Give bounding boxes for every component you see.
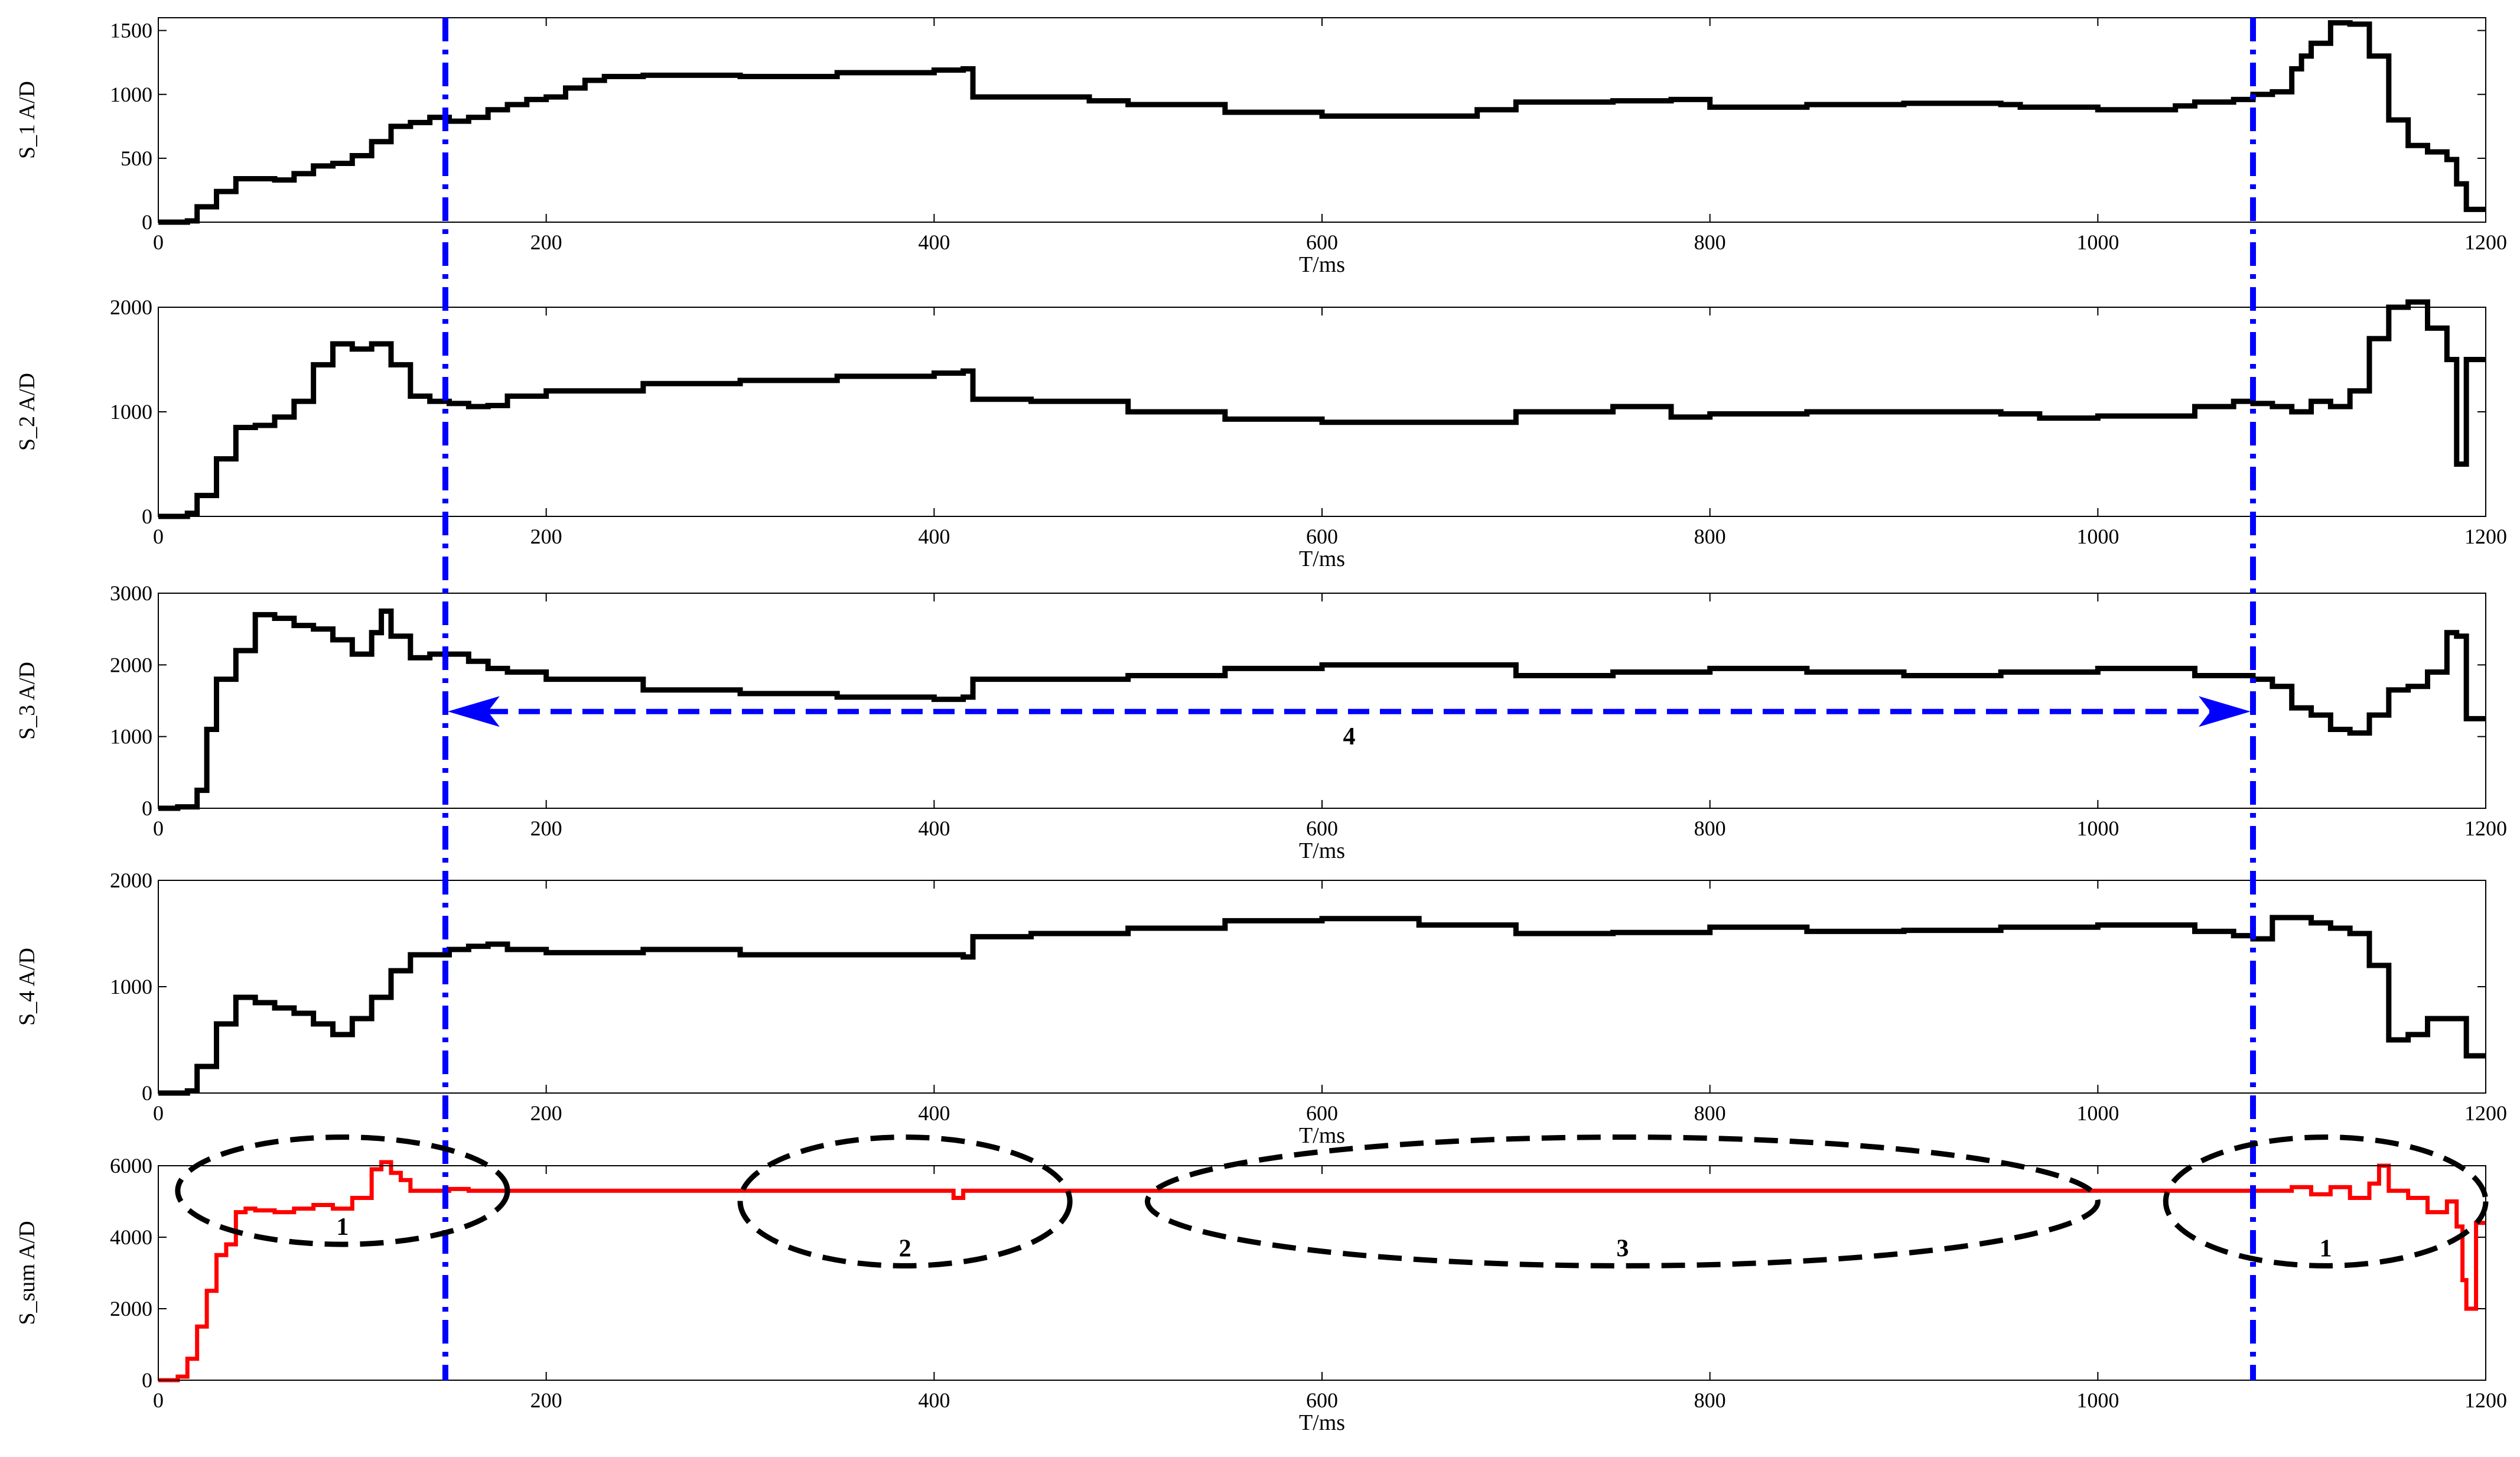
axes-box bbox=[158, 880, 2486, 1094]
arrow-head-right bbox=[2199, 696, 2251, 727]
ellipse-4 bbox=[2163, 1134, 2489, 1269]
x-tick-label: 800 bbox=[1694, 230, 1726, 254]
panel-4: 0 200 400 600 800 1000 1200 0 1000 2000 T/ms S_4 A/… bbox=[15, 869, 2507, 1148]
axes-box bbox=[158, 307, 2486, 517]
x-tick-label: 600 bbox=[1306, 525, 1338, 548]
marker-lines bbox=[442, 18, 2256, 1380]
x-tick-label: 200 bbox=[530, 817, 562, 840]
x-tick-label: 1200 bbox=[2464, 230, 2507, 254]
y-tick-label: 2000 bbox=[110, 869, 152, 892]
x-tick-label: 1000 bbox=[2076, 1388, 2119, 1412]
y-tick-label: 6000 bbox=[110, 1154, 152, 1178]
x-axis-label: T/ms bbox=[1299, 1123, 1345, 1148]
x-tick-label: 1000 bbox=[2076, 525, 2119, 548]
panel-5: 0 200 400 600 800 1000 1200 0 2000 4000 6000 T/ms S_… bbox=[15, 1154, 2507, 1435]
x-tick-label: 400 bbox=[918, 525, 950, 548]
annotations: 4 1 2 3 1 bbox=[175, 696, 2489, 1269]
y-axis-label: S_3 A/D bbox=[15, 662, 40, 740]
y-tick-label: 4000 bbox=[110, 1225, 152, 1249]
x-tick-label: 600 bbox=[1306, 1388, 1338, 1412]
x-tick-label: 1000 bbox=[2076, 230, 2119, 254]
x-tick-label: 200 bbox=[530, 1101, 562, 1125]
series-line-1 bbox=[158, 608, 2486, 811]
ellipse-1 bbox=[175, 1134, 510, 1247]
x-tick-label: 800 bbox=[1694, 1388, 1726, 1412]
ellipse-label-4: 1 bbox=[2320, 1235, 2332, 1262]
y-tick-label: 0 bbox=[142, 1368, 152, 1392]
ellipse-label-2: 2 bbox=[899, 1235, 911, 1262]
y-tick-label: 1500 bbox=[110, 19, 152, 43]
y-axis-label: S_4 A/D bbox=[15, 948, 40, 1026]
x-tick-label: 400 bbox=[918, 1388, 950, 1412]
ellipse-label-3: 3 bbox=[1616, 1235, 1629, 1262]
x-axis-label: T/ms bbox=[1299, 547, 1345, 571]
x-axis-label: T/ms bbox=[1299, 252, 1345, 277]
x-tick-label: 0 bbox=[153, 1101, 164, 1125]
y-tick-label: 2000 bbox=[110, 1297, 152, 1321]
y-axis-label: S_sum A/D bbox=[15, 1221, 40, 1325]
y-axis-label: S_1 A/D bbox=[15, 81, 40, 159]
x-tick-label: 200 bbox=[530, 525, 562, 548]
x-tick-label: 600 bbox=[1306, 230, 1338, 254]
y-tick-label: 500 bbox=[121, 147, 152, 170]
x-tick-label: 1200 bbox=[2464, 1101, 2507, 1125]
x-tick-label: 1000 bbox=[2076, 1101, 2119, 1125]
y-tick-label: 1000 bbox=[110, 725, 152, 749]
panels: 0 200 400 600 800 1000 1200050010001500T/msS_1… bbox=[15, 17, 2507, 1435]
axes-box bbox=[158, 593, 2486, 809]
x-tick-label: 0 bbox=[153, 1388, 164, 1412]
panel-1: 0 200 400 600 800 1000 1200 0 500 1000 1500 T/ms S_1… bbox=[15, 17, 2507, 277]
x-tick-label: 200 bbox=[530, 230, 562, 254]
y-tick-label: 0 bbox=[142, 796, 152, 820]
y-tick-label: 1000 bbox=[110, 400, 152, 424]
ellipse-label-1: 1 bbox=[336, 1214, 349, 1241]
x-tick-label: 800 bbox=[1694, 817, 1726, 840]
ellipse-2 bbox=[737, 1134, 1073, 1269]
ellipse-3 bbox=[1145, 1134, 2101, 1269]
x-tick-label: 1200 bbox=[2464, 1388, 2507, 1412]
y-axis-label: S_2 A/D bbox=[15, 373, 40, 451]
x-tick-label: 400 bbox=[918, 1101, 950, 1125]
x-tick-label: 800 bbox=[1694, 1101, 1726, 1125]
x-tick-label: 1200 bbox=[2464, 817, 2507, 840]
axes-box bbox=[158, 17, 2486, 223]
arrow-label: 4 bbox=[1343, 723, 1355, 750]
x-tick-label: 200 bbox=[530, 1388, 562, 1412]
x-tick-label: 600 bbox=[1306, 817, 1338, 840]
panel-2: 0 200 400 600 800 1000 1200 0 1000 2000 T/ms S_2 A/… bbox=[15, 295, 2507, 571]
x-tick-label: 1200 bbox=[2464, 525, 2507, 548]
series-line-1 bbox=[158, 299, 2486, 519]
arrow-head-left bbox=[447, 696, 500, 727]
y-tick-label: 1000 bbox=[110, 83, 152, 106]
x-axis-label: T/ms bbox=[1299, 1410, 1345, 1435]
x-tick-label: 1000 bbox=[2076, 817, 2119, 840]
y-tick-label: 2000 bbox=[110, 295, 152, 319]
panel-3: 0 200 400 600 800 1000 1200 0 1000 2000 3000 T/ms S_… bbox=[15, 581, 2507, 863]
y-tick-label: 0 bbox=[142, 1081, 152, 1105]
y-tick-label: 2000 bbox=[110, 653, 152, 677]
y-tick-label: 3000 bbox=[110, 581, 152, 605]
x-tick-label: 400 bbox=[918, 817, 950, 840]
x-axis-label: T/ms bbox=[1299, 838, 1345, 863]
series-line-1 bbox=[158, 20, 2486, 225]
x-tick-label: 600 bbox=[1306, 1101, 1338, 1125]
y-tick-label: 0 bbox=[142, 505, 152, 528]
x-tick-label: 800 bbox=[1694, 525, 1726, 548]
axes-box bbox=[158, 1165, 2486, 1381]
y-tick-label: 1000 bbox=[110, 975, 152, 999]
series-line-1 bbox=[158, 915, 2486, 1096]
y-tick-label: 0 bbox=[142, 210, 152, 234]
x-tick-label: 400 bbox=[918, 230, 950, 254]
x-tick-label: 0 bbox=[153, 525, 164, 548]
x-tick-label: 0 bbox=[153, 230, 164, 254]
x-tick-label: 0 bbox=[153, 817, 164, 840]
series-line-1 bbox=[158, 1160, 2486, 1383]
